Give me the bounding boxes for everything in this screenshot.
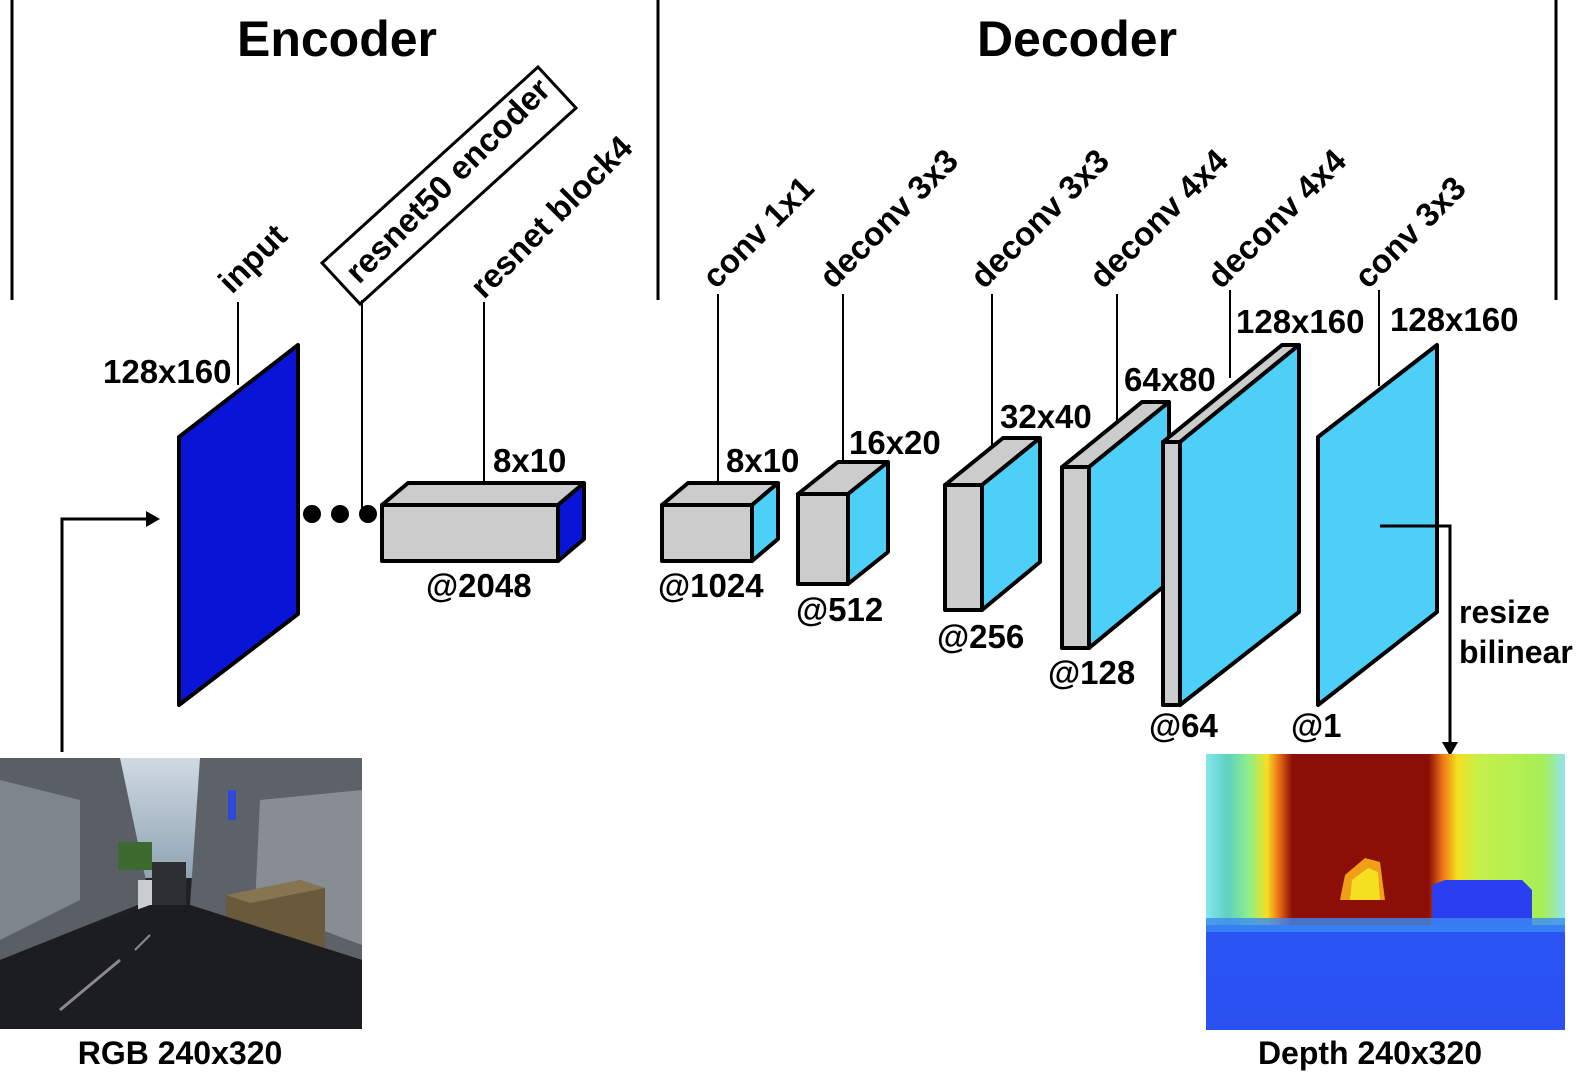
deconv1-size: 16x20 xyxy=(849,424,941,461)
block4-box xyxy=(380,481,586,563)
resize-label-line1: resize xyxy=(1459,594,1550,630)
decoder-title: Decoder xyxy=(977,11,1177,67)
conv1x1-size: 8x10 xyxy=(726,442,799,479)
rgb-image xyxy=(0,758,362,1029)
deconv4-box xyxy=(1161,343,1301,707)
input-size: 128x160 xyxy=(103,353,231,390)
label-conv3x3: conv 3x3 xyxy=(1347,169,1473,295)
label-deconv1: deconv 3x3 xyxy=(812,142,965,295)
deconv1-channels: @512 xyxy=(796,591,883,628)
deconv4-channels: @64 xyxy=(1149,707,1219,744)
conv3x3-channels: @1 xyxy=(1291,707,1342,744)
resize-arrow xyxy=(1380,524,1458,756)
section-dividers xyxy=(10,0,1558,300)
deconv2-box xyxy=(943,436,1042,612)
depth-caption: Depth 240x320 xyxy=(1258,1035,1482,1071)
deconv3-box xyxy=(1060,400,1171,650)
input-plane xyxy=(177,343,300,707)
deconv2-size: 32x40 xyxy=(1000,398,1092,435)
deconv3-channels: @128 xyxy=(1048,654,1135,691)
block4-size: 8x10 xyxy=(493,442,566,479)
conv1x1-box xyxy=(660,481,780,563)
conv3x3-size: 128x160 xyxy=(1390,301,1518,338)
pointer-lines xyxy=(237,290,1380,508)
conv3x3-plane xyxy=(1316,343,1439,707)
encoder-title: Encoder xyxy=(237,11,437,67)
input-arrow xyxy=(60,511,160,752)
label-resnet50-encoder: resnet50 encoder xyxy=(319,64,579,307)
depth-image xyxy=(1206,754,1565,1030)
label-conv1x1: conv 1x1 xyxy=(695,169,821,295)
block4-channels: @2048 xyxy=(426,567,532,604)
label-input: input xyxy=(211,217,294,300)
deconv1-box xyxy=(796,460,890,586)
deconv2-channels: @256 xyxy=(937,618,1024,655)
deconv3-size: 64x80 xyxy=(1124,361,1216,398)
deconv4-size: 128x160 xyxy=(1236,303,1364,340)
ellipsis-dots xyxy=(303,505,377,523)
rgb-caption: RGB 240x320 xyxy=(78,1035,283,1071)
conv1x1-channels: @1024 xyxy=(658,567,764,604)
resize-label-line2: bilinear xyxy=(1459,634,1573,670)
